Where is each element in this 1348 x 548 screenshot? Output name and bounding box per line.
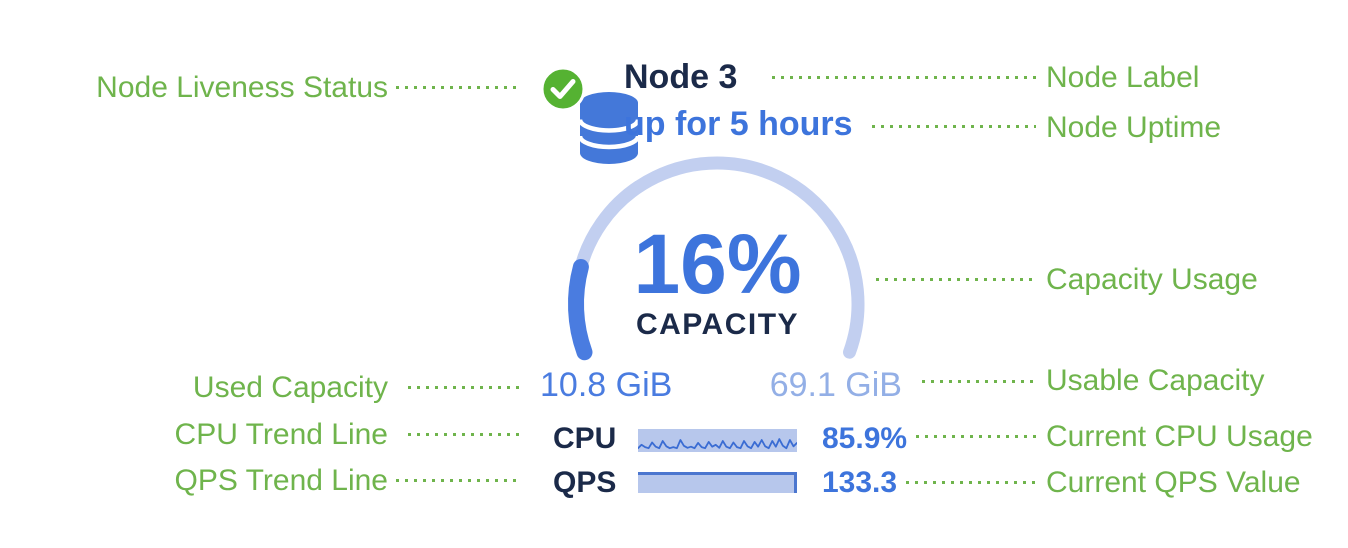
annotation-qps-trend-line: QPS Trend Line — [174, 464, 388, 497]
leader-capacity-usage — [876, 278, 1036, 281]
leader-used-capacity — [408, 386, 522, 389]
node-label: Node 3 — [624, 58, 738, 96]
annotation-node-liveness-status: Node Liveness Status — [96, 71, 388, 104]
leader-usable-capacity — [922, 380, 1036, 383]
leader-node-label — [772, 76, 1036, 79]
cpu-usage-value: 85.9% — [822, 422, 908, 455]
leader-node-liveness — [396, 86, 522, 89]
cpu-label: CPU — [553, 422, 617, 455]
leader-node-uptime — [872, 125, 1036, 128]
capacity-caption: CAPACITY — [635, 308, 800, 341]
node-uptime: up for 5 hours — [624, 105, 853, 143]
qps-trend-bar — [638, 472, 797, 493]
gauge-fill-arc — [567, 259, 593, 361]
leader-qps-trend — [396, 479, 522, 482]
annotation-node-label: Node Label — [1046, 61, 1200, 94]
leader-cpu-trend — [408, 433, 522, 436]
capacity-figures-row: 10.8 GiB 69.1 GiB — [540, 366, 902, 405]
leader-current-cpu — [916, 435, 1036, 438]
capacity-gauge — [567, 156, 865, 361]
leader-current-qps — [906, 481, 1036, 484]
liveness-check-icon — [540, 66, 586, 112]
cpu-sparkline-svg — [637, 438, 798, 450]
usable-capacity-value: 69.1 GiB — [769, 366, 902, 404]
used-capacity-value: 10.8 GiB — [540, 366, 673, 404]
capacity-usage-percent: 16% — [633, 217, 802, 311]
annotation-used-capacity: Used Capacity — [192, 371, 388, 404]
annotation-current-qps-value: Current QPS Value — [1046, 466, 1301, 499]
cpu-sparkline-path — [637, 438, 798, 450]
qps-label: QPS — [553, 466, 617, 499]
qps-value: 133.3 — [822, 466, 898, 499]
annotation-node-uptime: Node Uptime — [1046, 111, 1222, 144]
annotation-usable-capacity: Usable Capacity — [1046, 364, 1265, 397]
database-icon — [578, 92, 640, 164]
annotation-current-cpu-usage: Current CPU Usage — [1046, 420, 1313, 453]
annotation-capacity-usage: Capacity Usage — [1046, 263, 1258, 296]
annotation-cpu-trend-line: CPU Trend Line — [174, 418, 388, 451]
cpu-trend-sparkline — [637, 429, 798, 452]
